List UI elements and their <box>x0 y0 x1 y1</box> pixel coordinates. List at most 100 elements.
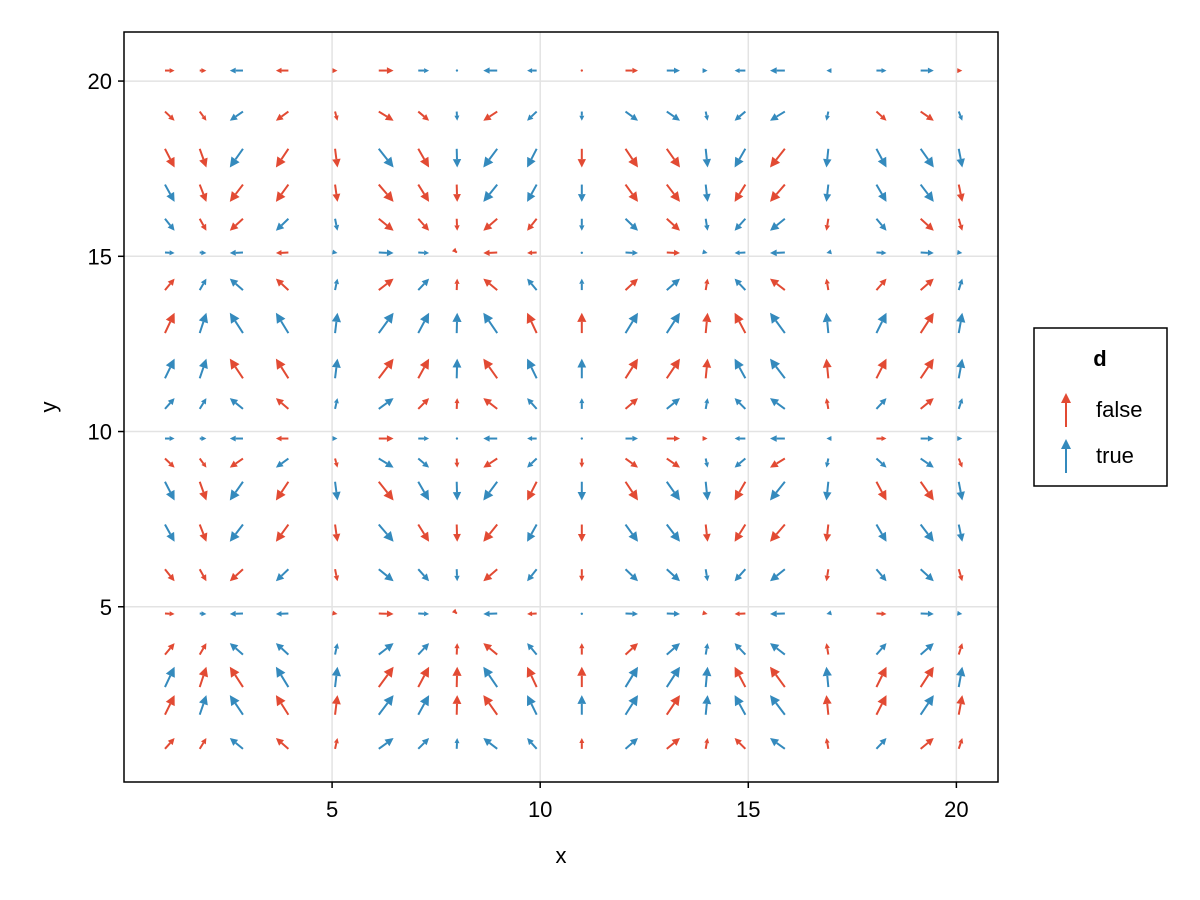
arrow-true <box>957 436 963 441</box>
arrow-true <box>229 481 244 501</box>
arrow-false <box>452 666 462 688</box>
arrow-false <box>919 358 934 379</box>
arrow-true <box>920 67 934 74</box>
arrow-true <box>418 250 430 256</box>
arrow-true <box>956 481 965 501</box>
arrow-false <box>377 481 394 501</box>
arrow-true <box>417 568 430 582</box>
arrow-false <box>770 666 786 688</box>
arrow-false <box>377 358 394 379</box>
arrow-true <box>702 695 712 715</box>
arrow-false <box>417 184 430 202</box>
arrow-false <box>198 148 208 168</box>
legend-label-true: true <box>1096 443 1134 468</box>
arrow-false <box>770 523 786 542</box>
arrow-false <box>527 481 538 501</box>
arrow-false <box>625 67 638 74</box>
arrow-true <box>527 358 538 379</box>
arrow-true <box>378 523 394 542</box>
arrow-false <box>333 738 339 750</box>
arrow-true <box>823 184 832 202</box>
arrow-true <box>527 457 538 468</box>
arrow-true <box>483 67 498 74</box>
arrow-false <box>417 148 430 168</box>
arrow-false <box>483 358 499 379</box>
arrow-true <box>665 481 680 501</box>
arrow-true <box>704 569 710 582</box>
arrow-true <box>164 358 175 379</box>
arrow-false <box>624 457 638 468</box>
arrow-true <box>198 358 208 379</box>
arrow-true <box>417 481 430 501</box>
arrow-false <box>275 148 290 168</box>
arrow-false <box>770 183 786 202</box>
arrow-false <box>624 148 638 168</box>
y-axis-ticks: 5 10 15 20 <box>88 69 124 620</box>
arrow-true <box>527 184 538 202</box>
arrow-true <box>875 184 887 202</box>
arrow-false <box>919 218 934 231</box>
arrow-false <box>875 666 887 688</box>
arrow-true <box>704 398 710 410</box>
arrow-false <box>823 524 832 542</box>
arrow-false <box>577 666 587 688</box>
arrow-false <box>198 568 207 582</box>
arrow-false <box>229 218 244 231</box>
arrow-false <box>198 110 207 121</box>
arrow-false <box>332 184 341 202</box>
arrow-false <box>920 398 934 410</box>
arrow-true <box>527 568 538 582</box>
arrow-false <box>164 611 175 617</box>
arrow-false <box>957 568 964 582</box>
arrow-false <box>734 738 747 750</box>
arrow-false <box>275 67 289 74</box>
arrow-true <box>920 435 934 442</box>
arrow-false <box>957 643 964 655</box>
arrow-true <box>229 523 244 542</box>
arrow-false <box>665 358 680 379</box>
arrow-true <box>919 643 934 656</box>
arrow-true <box>702 184 711 202</box>
arrow-true <box>164 436 175 441</box>
arrow-false <box>378 110 394 121</box>
arrow-false <box>483 110 498 121</box>
arrow-false <box>624 183 638 202</box>
arrow-false <box>702 358 712 379</box>
arrow-true <box>919 695 934 716</box>
y-tick-label: 20 <box>88 69 112 94</box>
arrow-true <box>164 524 175 542</box>
arrow-true <box>378 643 394 656</box>
arrow-false <box>332 68 338 74</box>
arrow-false <box>333 458 339 468</box>
arrow-true <box>734 218 747 231</box>
arrow-true <box>229 67 243 74</box>
arrow-false <box>198 184 208 202</box>
arrow-true <box>625 250 638 256</box>
arrow-false <box>483 695 499 716</box>
arrow-true <box>455 69 459 72</box>
arrow-false <box>527 218 538 231</box>
arrow-true <box>734 436 746 441</box>
arrow-false <box>527 250 537 256</box>
arrow-true <box>875 568 887 582</box>
arrow-true <box>704 111 709 121</box>
arrow-true <box>229 278 244 291</box>
arrow-true <box>164 666 175 688</box>
arrow-false <box>624 398 638 410</box>
arrow-true <box>229 249 244 256</box>
arrow-true <box>956 148 965 168</box>
arrow-false <box>452 695 462 715</box>
arrow-true <box>822 666 832 688</box>
arrow-false <box>702 610 708 616</box>
legend-label-false: false <box>1096 397 1142 422</box>
arrow-true <box>770 568 786 582</box>
arrow-false <box>451 608 458 615</box>
arrow-true <box>417 738 430 750</box>
arrow-false <box>417 218 430 231</box>
arrow-true <box>957 398 964 410</box>
y-tick-label: 15 <box>88 244 112 269</box>
arrow-true <box>624 568 638 582</box>
arrow-true <box>417 457 430 468</box>
arrow-false <box>454 278 460 291</box>
arrow-true <box>957 249 963 255</box>
